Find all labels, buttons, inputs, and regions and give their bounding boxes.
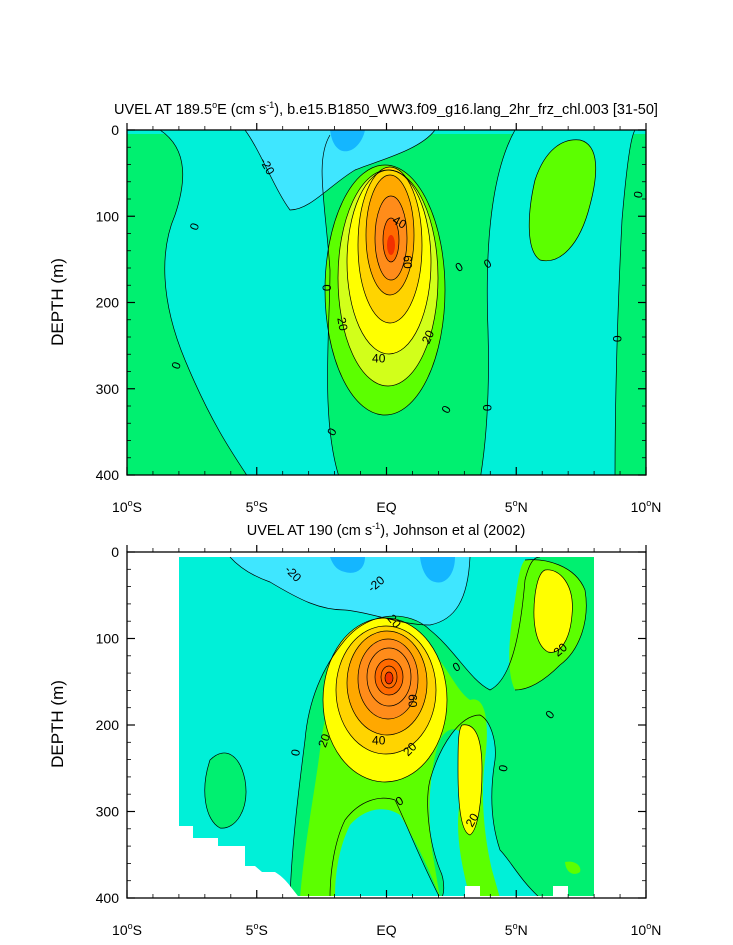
panel2-contour-line [427, 714, 541, 896]
panel1-contour-line [346, 169, 432, 355]
panel1-contour-line [374, 195, 408, 281]
panel2-undercurrent-90 [385, 672, 393, 684]
panel1-region-neg30 [330, 130, 365, 152]
panel2-contour-line [204, 752, 247, 829]
panel2-contour-line [346, 630, 428, 736]
panel2-contour-line [366, 647, 412, 707]
panel1-contour-line [365, 174, 415, 296]
panel1-contour-label: 0 [169, 360, 185, 371]
panel1-xtick-label: 5oN [505, 498, 528, 515]
panel2-contour-line [384, 671, 394, 685]
panel2-xtick-label: 5oS [246, 921, 268, 938]
panel1-xtick-label: EQ [376, 499, 396, 515]
panel1-xtick-label: 10oS [112, 498, 142, 515]
panel1-ytick-label: 100 [96, 208, 120, 224]
panel2-contour-line [289, 557, 541, 896]
panel2-contour-line [329, 797, 441, 896]
panel2-region-zero-west [204, 752, 246, 829]
panel2-region-pos20-east [533, 569, 573, 653]
panel2-ytick-label: 400 [96, 890, 120, 906]
panel1-region-neg20 [245, 130, 435, 210]
panel2-xtick-label: 10oS [112, 921, 142, 938]
panel2-contour-line [322, 617, 448, 783]
panel1-contour-label: 0 [631, 190, 646, 199]
panel2-contour-label: 60 [405, 694, 419, 708]
panel2-xtick-label: EQ [376, 922, 396, 938]
panel2-contour-line [374, 658, 404, 696]
panel1-contour-label: 60 [400, 255, 414, 269]
panel1-ytick-label: 300 [96, 381, 120, 397]
panel1-ytick-label: 400 [96, 467, 120, 483]
panel2-region-pos10-small [565, 861, 581, 874]
panel1-ytick-label: 200 [96, 295, 120, 311]
panel2-contour-label: 40 [372, 734, 386, 748]
panel1-contour-label: 40 [390, 213, 409, 232]
panel1-contour-line [321, 134, 339, 475]
panel2-xtick-label: 5oN [505, 921, 528, 938]
panel1-contour-label: 0 [187, 221, 203, 232]
panel1-contour-line [244, 130, 436, 211]
panel1-contour-label: 0 [481, 404, 495, 411]
panel2-contour-label: 0 [288, 748, 303, 757]
panel2-ytick-label: 300 [96, 804, 120, 820]
panel1-contour-label: 20 [334, 316, 350, 332]
panel2-ytick-label: 0 [111, 544, 119, 560]
panel2-contour-label: 0 [496, 763, 511, 772]
panel1-undercurrent-80 [387, 235, 395, 255]
panel2-contour-line [514, 559, 587, 691]
panel1-contour-line [480, 130, 516, 475]
panel1-contour-line [159, 130, 248, 475]
panel1-ytick-label: 0 [111, 122, 119, 138]
panel2-contour-line [533, 569, 573, 653]
panel2-contour-label: 20 [463, 811, 482, 830]
panel2-y-axis-label: DEPTH (m) [48, 680, 67, 768]
panel1-y-axis-label: DEPTH (m) [48, 258, 67, 346]
panel-observations: UVEL AT 190 (cm s-1), Johnson et al (200… [48, 521, 661, 938]
panel1-region-neg10-west [160, 130, 339, 475]
panel2-xtick-label: 10oN [631, 921, 662, 938]
panel2-contour-label: 20 [315, 732, 333, 750]
panel1-contour-label: 20 [419, 328, 437, 346]
panel1-xtick-label: 10oN [631, 498, 662, 515]
panel2-ytick-label: 100 [96, 631, 120, 647]
panel1-region-pos10-east [529, 139, 596, 261]
panel2-region-neg20 [230, 557, 470, 625]
panel2-contour-line [229, 557, 471, 626]
panel1-contour-line [528, 139, 597, 262]
panel1-contour-line [324, 164, 446, 416]
panel2-region-pos20-south [458, 724, 482, 835]
panel2-contour-line [335, 625, 437, 755]
panel2-contour-line [357, 638, 419, 720]
panel2-title: UVEL AT 190 (cm s-1), Johnson et al (200… [247, 521, 526, 539]
panel1-contour-line [614, 130, 636, 475]
panel1-contour-label: 0 [320, 284, 334, 291]
panel1-contour-line [357, 166, 423, 324]
panel2-ytick-label: 200 [96, 717, 120, 733]
panel2-region-neg30-a [330, 557, 365, 573]
panel1-title: UVEL AT 189.5oE (cm s-1), b.e15.B1850_WW… [114, 100, 658, 118]
panel1-region-neg10-east [480, 130, 635, 475]
panel2-contour-line [380, 665, 398, 689]
panel-model: UVEL AT 189.5oE (cm s-1), b.e15.B1850_WW… [48, 100, 661, 515]
panel1-contour-label: 0 [610, 335, 624, 342]
panel1-contour-line [382, 217, 400, 263]
panel2-contour-line [457, 724, 483, 836]
panel1-contour-label: 40 [372, 352, 386, 366]
panel2-region-neg30-b [420, 557, 455, 583]
panel1-xtick-label: 5oS [246, 498, 268, 515]
